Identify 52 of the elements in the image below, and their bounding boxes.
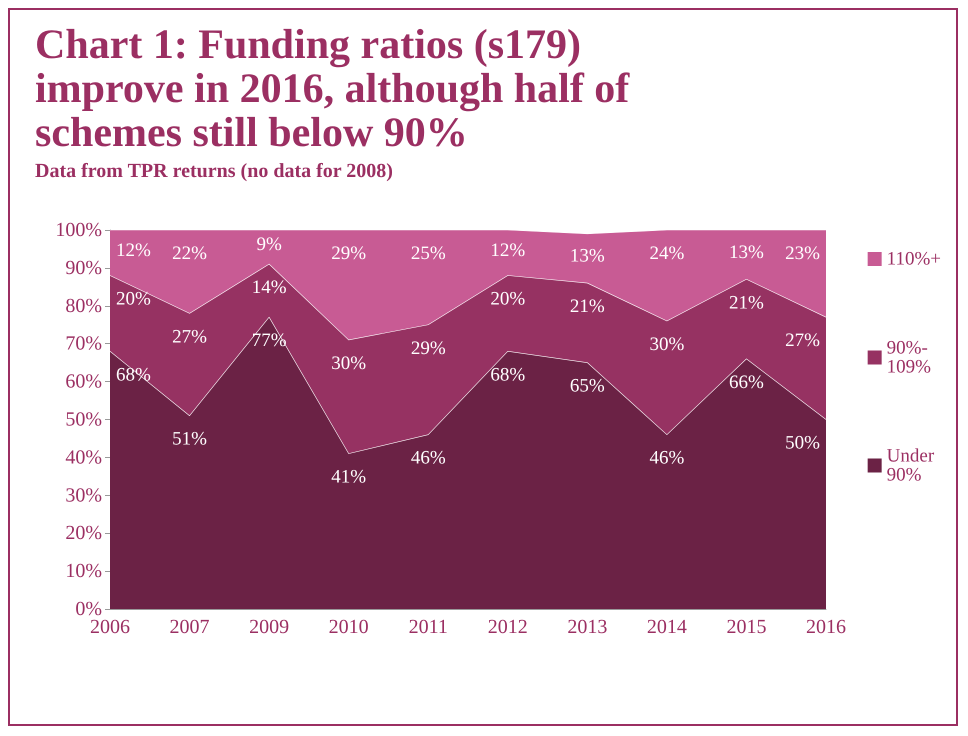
- y-tick-label: 90%: [65, 256, 102, 279]
- y-tick-label: 60%: [65, 370, 102, 393]
- data-label: 13%: [729, 242, 764, 263]
- data-label: 21%: [570, 296, 605, 318]
- legend-label: 110%+: [886, 248, 942, 270]
- y-tick-label: 20%: [65, 522, 102, 544]
- data-label: 13%: [570, 246, 605, 267]
- data-label: 20%: [490, 288, 526, 310]
- chart-title: Chart 1: Funding ratios (s179) improve in 2016, although half of schemes still below 90%: [35, 22, 640, 156]
- chart-subtitle: Data from TPR returns (no data for 2008): [35, 160, 393, 182]
- data-label: 25%: [410, 243, 446, 264]
- x-tick-label: 2009: [249, 616, 290, 638]
- data-label: 21%: [729, 292, 764, 314]
- y-tick-label: 10%: [65, 560, 102, 582]
- x-tick-label: 2016: [806, 616, 846, 638]
- legend-label: Under 90%: [886, 446, 939, 486]
- y-tick-label: 50%: [65, 408, 102, 430]
- y-tick-label: 70%: [65, 332, 102, 355]
- x-tick-label: 2014: [646, 616, 687, 638]
- data-label: 27%: [785, 330, 820, 352]
- data-label: 14%: [252, 277, 287, 298]
- data-label: 30%: [649, 334, 684, 355]
- data-label: 24%: [649, 243, 684, 264]
- x-tick-label: 2007: [170, 616, 210, 638]
- data-label: 12%: [490, 240, 526, 261]
- data-label: 27%: [172, 326, 208, 348]
- data-label: 68%: [490, 364, 526, 386]
- x-tick-label: 2013: [567, 616, 608, 638]
- data-label: 23%: [785, 243, 820, 264]
- y-tick-label: 40%: [65, 446, 102, 468]
- data-label: 12%: [116, 240, 151, 261]
- y-tick-label: 30%: [65, 484, 102, 506]
- x-tick-label: 2011: [408, 616, 448, 638]
- data-label: 20%: [116, 288, 151, 310]
- x-tick-label: 2015: [726, 616, 766, 638]
- y-tick-label: 100%: [55, 219, 102, 241]
- data-label: 29%: [410, 338, 446, 359]
- data-label: 46%: [410, 448, 446, 469]
- x-tick-label: 2012: [488, 616, 528, 638]
- data-label: 65%: [570, 376, 605, 397]
- data-label: 51%: [172, 428, 208, 450]
- data-label: 30%: [331, 352, 366, 374]
- data-label: 66%: [729, 372, 764, 393]
- data-label: 22%: [172, 243, 208, 264]
- data-label: 50%: [785, 432, 820, 454]
- x-tick-label: 2010: [328, 616, 369, 638]
- data-label: 29%: [331, 243, 366, 264]
- y-tick-label: 80%: [65, 294, 102, 317]
- legend-label: 90%-109%: [886, 338, 932, 378]
- data-label: 41%: [331, 466, 366, 488]
- data-label: 9%: [256, 234, 282, 256]
- data-label: 46%: [649, 448, 684, 469]
